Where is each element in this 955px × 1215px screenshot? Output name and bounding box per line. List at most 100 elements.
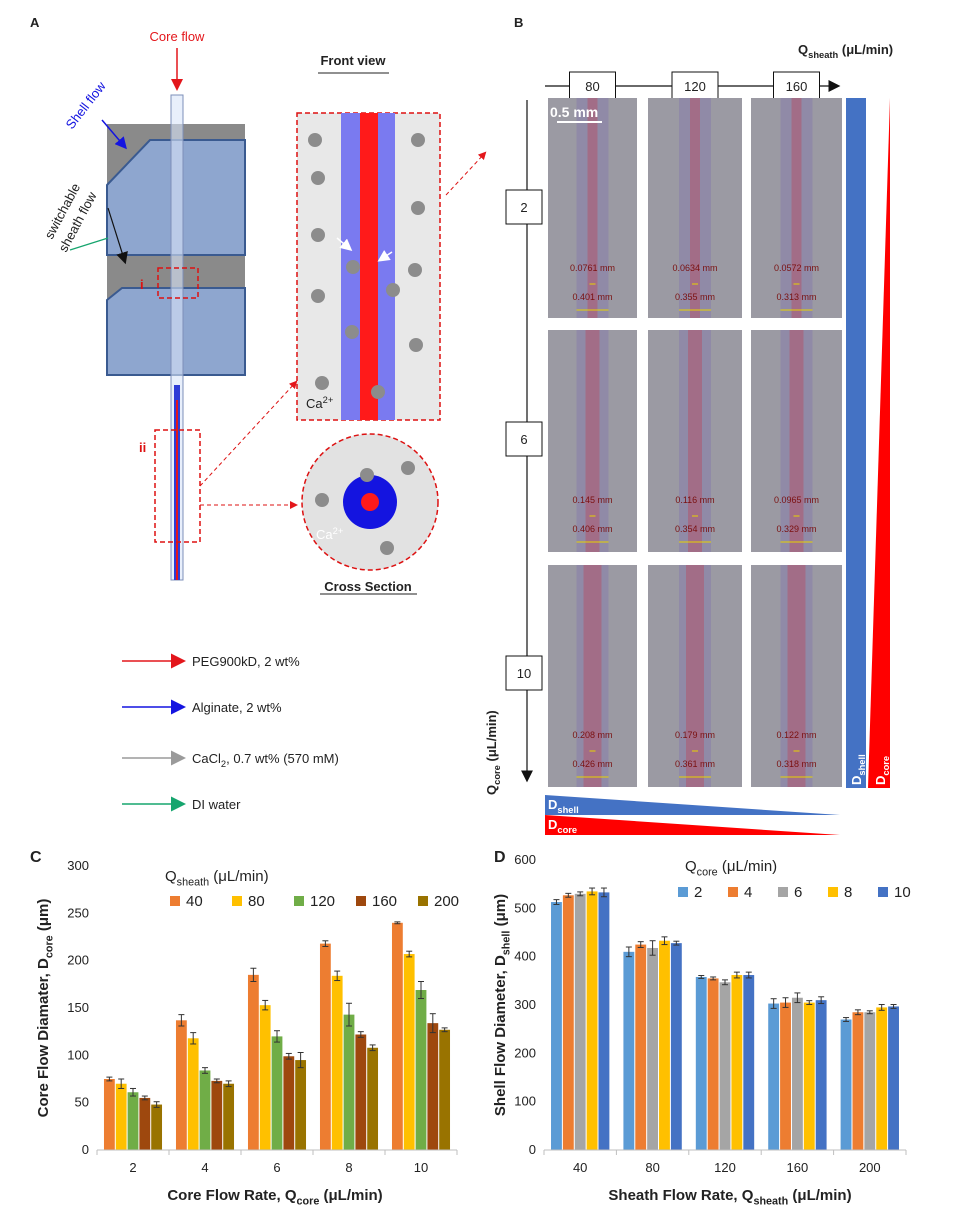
y-tick-label: 0 bbox=[529, 1142, 536, 1157]
micrograph-core bbox=[688, 330, 702, 552]
error-bar bbox=[698, 975, 705, 979]
legend-swatch bbox=[728, 887, 738, 897]
y-tick-label: 150 bbox=[67, 1000, 89, 1015]
error-bar bbox=[866, 1010, 873, 1015]
error-bar bbox=[818, 996, 825, 1005]
error-bar bbox=[418, 980, 424, 1000]
error-bar bbox=[733, 971, 740, 979]
script-text: core bbox=[44, 935, 56, 958]
error-bar bbox=[346, 1002, 352, 1027]
water-line bbox=[69, 237, 109, 251]
error-bar bbox=[322, 940, 329, 947]
bar bbox=[283, 1056, 295, 1150]
text-part: (μL/min) bbox=[319, 1187, 382, 1204]
script-text: shell bbox=[857, 754, 867, 775]
bar-label: Dshell bbox=[849, 754, 867, 785]
row-label: 6 bbox=[520, 432, 527, 447]
view-title: Cross Section bbox=[324, 579, 411, 594]
x-tick-label: 40 bbox=[573, 1160, 587, 1175]
bar bbox=[259, 1005, 271, 1150]
script-text: 2+ bbox=[323, 395, 334, 405]
flow-label: Shell flow bbox=[63, 78, 109, 132]
measure-label: 0.313 mm bbox=[776, 292, 816, 302]
row-label-box bbox=[505, 655, 543, 691]
ion-label: Ca2+ bbox=[306, 395, 333, 411]
error-bar bbox=[661, 936, 668, 946]
row-label-box bbox=[505, 189, 543, 225]
legend-label: 4 bbox=[744, 884, 752, 901]
measure-label: 0.361 mm bbox=[675, 759, 715, 769]
error-bar bbox=[262, 999, 269, 1011]
x-tick-label: 80 bbox=[645, 1160, 659, 1175]
text-part: , 0.7 wt% (570 mM) bbox=[226, 751, 339, 766]
bar bbox=[719, 982, 731, 1150]
measure-label: 0.116 mm bbox=[675, 495, 714, 505]
scale-label: 0.5 mm bbox=[550, 104, 598, 120]
legend-swatch bbox=[678, 887, 688, 897]
error-bar bbox=[141, 1095, 148, 1101]
error-bar bbox=[106, 1076, 113, 1082]
bar bbox=[852, 1012, 864, 1150]
micrograph-core bbox=[791, 98, 802, 318]
y-tick-label: 300 bbox=[67, 858, 89, 873]
text-part: CaCl bbox=[192, 751, 221, 766]
text-part: Q bbox=[685, 858, 697, 875]
error-bar bbox=[878, 1004, 885, 1011]
wedge-label: Dcore bbox=[548, 817, 577, 835]
bar bbox=[768, 1003, 780, 1150]
measure-label: 0.329 mm bbox=[776, 524, 816, 534]
panel-label: A bbox=[30, 15, 40, 30]
column-label-box bbox=[569, 71, 616, 101]
bar bbox=[551, 902, 562, 1150]
bar bbox=[840, 1019, 852, 1150]
measure-label: 0.145 mm bbox=[572, 495, 612, 505]
error-bar bbox=[250, 967, 257, 982]
error-bar bbox=[190, 1032, 197, 1045]
micrograph-core bbox=[587, 98, 598, 318]
core-wedge bbox=[868, 98, 890, 788]
micrograph-core bbox=[585, 330, 600, 552]
text-part: (μL/min) bbox=[838, 42, 893, 57]
script-text: sheath bbox=[753, 1196, 788, 1208]
y-axis-title: Core Flow Diamater, Dcore (μm) bbox=[35, 899, 56, 1118]
zoom-arrow bbox=[199, 380, 298, 487]
text-part: Ca bbox=[306, 396, 323, 411]
y-tick-label: 500 bbox=[514, 900, 536, 915]
y-tick-label: 200 bbox=[514, 1045, 536, 1060]
y-tick-label: 50 bbox=[75, 1095, 89, 1110]
error-bar bbox=[441, 1027, 448, 1033]
measure-label: 0.406 mm bbox=[572, 524, 612, 534]
measure-label: 0.208 mm bbox=[572, 730, 612, 740]
text-part: (μm) bbox=[35, 899, 52, 936]
x-tick-label: 120 bbox=[714, 1160, 736, 1175]
bar bbox=[199, 1070, 211, 1150]
bar bbox=[439, 1029, 451, 1150]
measure-label: 0.0634 mm bbox=[672, 263, 717, 273]
legend-label: 10 bbox=[894, 884, 911, 901]
legend-swatch bbox=[294, 896, 304, 906]
bar bbox=[187, 1038, 199, 1150]
bar bbox=[427, 1023, 439, 1150]
measure-label: 0.0572 mm bbox=[774, 263, 819, 273]
legend-text: Alginate, 2 wt% bbox=[192, 700, 282, 715]
error-bar bbox=[369, 1044, 376, 1052]
text-part: D bbox=[548, 817, 557, 832]
zoom-arrow bbox=[445, 151, 487, 196]
legend-text: CaCl2, 0.7 wt% (570 mM) bbox=[192, 751, 339, 769]
error-bar bbox=[745, 971, 752, 979]
text-part: D bbox=[873, 776, 888, 785]
legend-label: 2 bbox=[694, 884, 702, 901]
bar bbox=[103, 1079, 115, 1150]
text-part: Core Flow Rate, Q bbox=[167, 1187, 297, 1204]
region-label: i bbox=[140, 277, 144, 292]
bar-label: Dcore bbox=[873, 756, 891, 785]
y-tick-label: 300 bbox=[514, 997, 536, 1012]
bar bbox=[211, 1080, 223, 1150]
peg-stream bbox=[176, 400, 178, 580]
bar bbox=[115, 1083, 127, 1150]
bar bbox=[803, 1002, 815, 1150]
error-bar bbox=[285, 1052, 292, 1060]
bar bbox=[319, 943, 331, 1150]
axis-title: Qcore (μL/min) bbox=[484, 710, 502, 795]
bar bbox=[271, 1036, 283, 1150]
